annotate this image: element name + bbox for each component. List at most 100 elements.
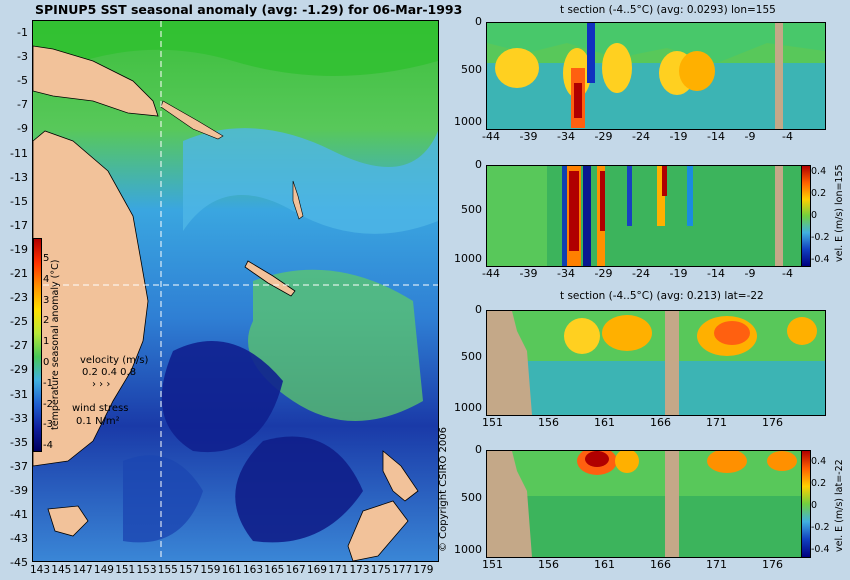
lon-tick-label: 161 — [221, 564, 242, 576]
velocity-legend-title: velocity (m/s) — [80, 355, 149, 366]
section-3-title: t section (-4..5°C) (avg: 0.213) lat=-22 — [560, 290, 764, 302]
section-2-x-tick: -24 — [632, 267, 650, 280]
temperature-colorbar-tick: 2 — [43, 315, 50, 327]
velocity-colorbar-tick: -0.4 — [811, 544, 830, 555]
section-2-x-tick: -19 — [669, 267, 688, 280]
section-4-y-tick: 500 — [461, 490, 482, 504]
velocity-section-lat-22[interactable] — [486, 450, 802, 558]
velocity-colorbar-tick: -0.2 — [811, 232, 830, 243]
lat-tick-label: -15 — [10, 194, 28, 208]
tasmania — [47, 505, 89, 537]
velocity-legend-values: 0.2 0.4 0.8 — [82, 367, 137, 378]
velocity-colorbar-2-label: vel. E (m/s) lat=-22 — [834, 459, 845, 552]
temperature-colorbar — [33, 238, 42, 452]
temperature-colorbar-tick: 0 — [43, 357, 50, 368]
section-3-x-tick: 171 — [706, 416, 727, 429]
temperature-section-lon155[interactable] — [486, 22, 826, 130]
section-3-x-tick: 176 — [762, 416, 783, 429]
temperature-colorbar-tick: -2 — [43, 398, 53, 410]
section-3-y-tick: 500 — [461, 349, 482, 363]
lon-tick-label: 179 — [413, 564, 434, 576]
lat-tick-label: -23 — [10, 291, 28, 305]
lat-tick-label: -19 — [10, 242, 28, 256]
sst-anomaly-map[interactable] — [32, 20, 439, 562]
lat-tick-label: -21 — [10, 267, 28, 280]
lat-tick-label: -25 — [10, 315, 28, 329]
lat-tick-label: -41 — [10, 508, 28, 521]
section-3-y-tick: 1000 — [454, 401, 482, 414]
section-1-x-tick: -29 — [594, 130, 613, 143]
lon-tick-label: 165 — [264, 564, 285, 576]
lat-tick-label: -37 — [10, 459, 28, 473]
section-2-x-tick: -9 — [744, 267, 756, 280]
lon-tick-label: 177 — [392, 564, 413, 576]
lon-tick-label: 155 — [157, 564, 178, 576]
temperature-colorbar-tick: 3 — [43, 294, 50, 306]
section-4-x-tick: 166 — [650, 558, 671, 571]
new-caledonia — [244, 260, 296, 297]
lat-tick-label: -35 — [10, 435, 28, 449]
section-1-x-tick: -34 — [557, 130, 575, 143]
section-1-title: t section (-4..5°C) (avg: 0.0293) lon=15… — [560, 4, 776, 16]
lat-tick-label: -39 — [10, 483, 28, 497]
section-3-x-tick: 161 — [594, 416, 615, 429]
section-4-y-tick: 1000 — [454, 543, 482, 556]
lat-tick-label: -27 — [10, 339, 28, 353]
section-1-y-tick: 0 — [475, 15, 482, 28]
section-4-y-tick: 0 — [475, 443, 482, 456]
lat-tick-label: -45 — [10, 556, 28, 570]
australia-landmass — [33, 130, 149, 467]
velocity-colorbar-tick: 0 — [811, 500, 818, 511]
lon-tick-label: 175 — [370, 564, 391, 576]
wind-legend-title: wind stress — [72, 403, 129, 414]
lat-tick-label: -1 — [17, 26, 28, 39]
lon-tick-label: 163 — [243, 564, 264, 576]
lon-tick-label: 169 — [306, 564, 327, 576]
lat-tick-label: -9 — [17, 122, 28, 136]
lon-tick-label: 157 — [179, 564, 200, 576]
velocity-section-lon155[interactable] — [486, 165, 802, 267]
lat-tick-label: -29 — [10, 363, 28, 377]
velocity-colorbar-tick: -0.2 — [811, 522, 830, 533]
section-2-y-tick: 0 — [475, 158, 482, 171]
temperature-section-lat-22[interactable] — [486, 310, 826, 416]
velocity-colorbar-1 — [801, 165, 811, 267]
lat-tick-label: -3 — [17, 50, 28, 64]
lon-tick-label: 171 — [328, 564, 349, 576]
new-zealand — [347, 450, 419, 561]
section-2-x-tick: -39 — [519, 267, 538, 280]
section-1-x-tick: -24 — [632, 130, 650, 143]
temperature-colorbar-tick: 4 — [43, 273, 50, 285]
section-1-x-tick: -39 — [519, 130, 538, 143]
lon-tick-label: 167 — [285, 564, 306, 576]
velocity-colorbar-tick: 0.4 — [811, 456, 827, 467]
lat-tick-label: -17 — [10, 218, 28, 232]
section-1-x-tick: -9 — [744, 130, 756, 143]
velocity-colorbar-tick: 0.4 — [811, 166, 827, 177]
lat-tick-label: -11 — [10, 146, 28, 160]
temperature-colorbar-tick: 5 — [43, 253, 50, 264]
lon-tick-label: 173 — [349, 564, 370, 576]
section-3-x-tick: 166 — [650, 416, 671, 429]
velocity-colorbar-tick: -0.4 — [811, 254, 830, 265]
lon-tick-label: 159 — [200, 564, 221, 576]
section-4-x-tick: 176 — [762, 558, 783, 571]
section-3-x-tick: 156 — [538, 416, 559, 429]
section-2-x-tick: -4 — [782, 267, 793, 280]
lon-tick-label: 151 — [115, 564, 136, 576]
lon-tick-label: 145 — [51, 564, 72, 576]
temperature-colorbar-tick: -3 — [43, 419, 53, 431]
section-4-x-tick: 171 — [706, 558, 727, 571]
lat-tick-label: -43 — [10, 532, 28, 546]
map-title: SPINUP5 SST seasonal anomaly (avg: -1.29… — [35, 2, 463, 17]
section-2-x-tick: -34 — [557, 267, 575, 280]
lat-tick-label: -7 — [17, 98, 28, 112]
lat-tick-label: -31 — [10, 387, 28, 401]
section-2-x-tick: -44 — [482, 267, 500, 280]
temperature-colorbar-tick: 1 — [43, 336, 50, 348]
section-4-x-tick: 151 — [482, 558, 503, 571]
wind-legend-value: 0.1 N/m² — [76, 416, 120, 427]
lon-tick-label: 149 — [93, 564, 114, 576]
lon-tick-label: 153 — [136, 564, 157, 576]
lat-tick-label: -13 — [10, 170, 28, 184]
